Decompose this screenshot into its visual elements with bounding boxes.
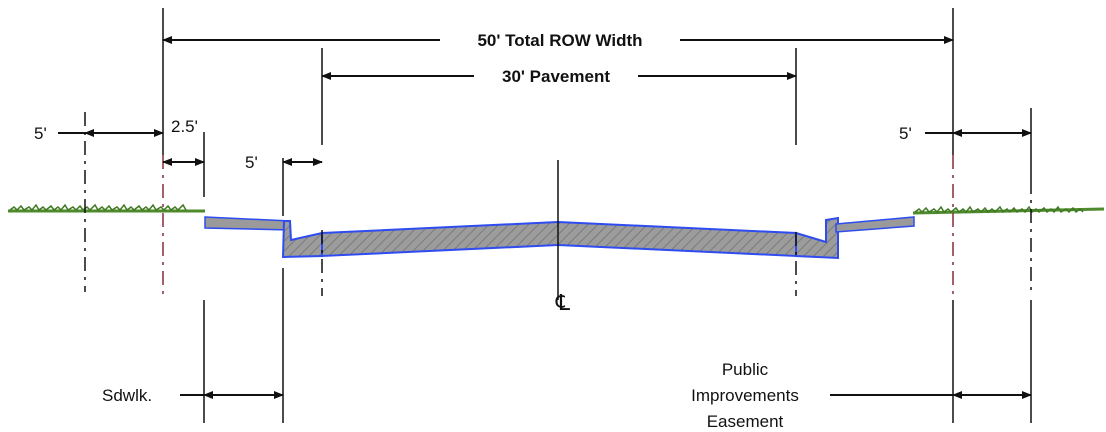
right-curb: [795, 216, 839, 260]
roadway-slab: [321, 220, 797, 258]
pie-label-line3: Easement: [707, 412, 784, 431]
pavement-section: [204, 216, 915, 260]
gutter-5-label: 5': [245, 153, 258, 172]
dimension-lines: [58, 36, 1032, 399]
extension-lines: [84, 8, 1032, 423]
total-row-label: 50' Total ROW Width: [477, 31, 642, 50]
pie-label-line1: Public: [722, 360, 769, 379]
grass-right: [912, 205, 1105, 215]
pavement-label: 30' Pavement: [502, 67, 610, 86]
left-2-5-label: 2.5': [171, 117, 198, 136]
left-curb: [281, 220, 323, 259]
left-5-label: 5': [34, 124, 47, 143]
right-5-label: 5': [899, 124, 912, 143]
grass-left: [8, 203, 205, 213]
centerline-label: ℄: [555, 290, 571, 315]
right-sidewalk-slab: [835, 216, 915, 233]
left-sidewalk-slab: [204, 216, 291, 231]
pie-label-line2: Improvements: [691, 386, 799, 405]
sidewalk-label: Sdwlk.: [102, 386, 152, 405]
